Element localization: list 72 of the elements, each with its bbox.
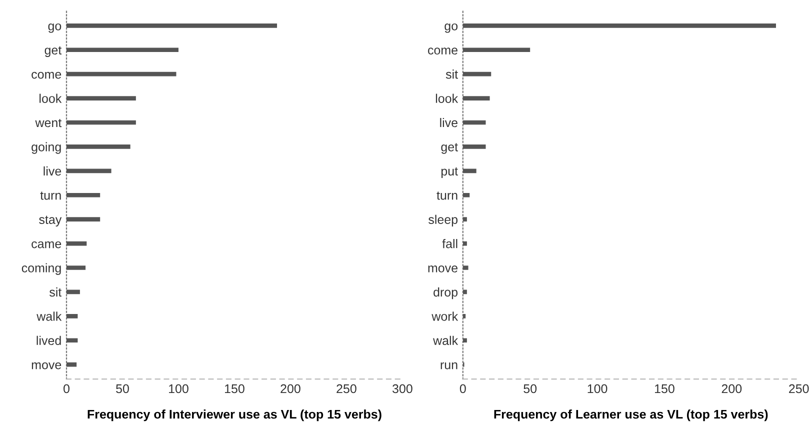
- y-tick-label: get: [441, 143, 458, 154]
- y-tick-label: go: [48, 23, 62, 33]
- x-tick-label: 300: [392, 384, 412, 394]
- x-tick-label: 250: [789, 384, 809, 394]
- y-tick-label: going: [32, 142, 61, 154]
- x-tick-label: 100: [169, 384, 188, 394]
- y-tick-label: lived: [36, 336, 61, 346]
- bar: [462, 23, 776, 28]
- y-tick-label: stay: [39, 216, 62, 226]
- bar: [66, 338, 78, 343]
- bar: [462, 96, 490, 100]
- x-tick-label: 150: [654, 384, 674, 394]
- y-tick-label: turn: [436, 192, 458, 200]
- bar: [462, 192, 470, 198]
- y-tick-label: put: [441, 167, 458, 178]
- bar: [66, 314, 78, 318]
- bar: [66, 217, 100, 222]
- y-tick-label: look: [436, 94, 458, 103]
- x-tick-label: 200: [280, 384, 300, 394]
- y-tick-label: go: [444, 23, 458, 33]
- bar: [66, 48, 178, 52]
- y-tick-label: went: [35, 118, 62, 128]
- x-tick-label: 150: [224, 384, 244, 394]
- bar: [66, 192, 100, 198]
- bar: [462, 338, 467, 343]
- bar: [66, 120, 136, 125]
- bar: [462, 120, 486, 125]
- bar: [66, 362, 77, 367]
- x-tick-label: 50: [524, 384, 537, 394]
- y-tick-label: move: [428, 266, 458, 272]
- bar: [462, 48, 530, 52]
- x-axis-title: Frequency of Interviewer use as VL (top 15 verbs): [88, 410, 382, 422]
- x-tick-label: 0: [460, 384, 466, 394]
- y-tick-label: live: [440, 118, 458, 128]
- bar: [462, 72, 492, 76]
- y-tick-label: look: [40, 94, 62, 103]
- bar: [66, 144, 130, 149]
- bar: [66, 168, 112, 174]
- x-tick-label: 50: [116, 384, 129, 394]
- y-tick-label: drop: [434, 287, 458, 300]
- x-axis-title: Frequency of Learner use as VL (top 15 verbs): [494, 410, 768, 422]
- bar: [66, 23, 278, 28]
- bar: [66, 72, 176, 76]
- x-tick-label: 200: [722, 384, 742, 394]
- y-tick-label: sit: [49, 287, 62, 297]
- y-tick-label: fall: [442, 239, 458, 248]
- x-tick-label: 100: [588, 384, 608, 394]
- bar: [66, 96, 136, 100]
- y-tick-label: run: [440, 362, 458, 370]
- bar: [66, 266, 86, 270]
- y-tick-label: walk: [433, 336, 458, 346]
- y-tick-label: sleep: [428, 214, 458, 226]
- y-tick-label: work: [432, 312, 458, 321]
- x-tick-label: 250: [336, 384, 356, 394]
- y-tick-label: came: [32, 241, 62, 248]
- bar: [462, 144, 486, 149]
- y-tick-label: come: [428, 48, 458, 55]
- y-tick-label: come: [32, 72, 62, 79]
- y-tick-label: get: [44, 46, 62, 58]
- bar: [462, 168, 476, 174]
- y-tick-label: coming: [22, 263, 61, 275]
- y-tick-label: turn: [40, 192, 61, 200]
- y-tick-label: walk: [36, 312, 62, 321]
- bar: [462, 290, 467, 294]
- y-tick-label: live: [44, 166, 62, 176]
- y-tick-label: move: [32, 362, 62, 370]
- bar: [462, 266, 468, 270]
- y-tick-label: sit: [446, 70, 458, 79]
- x-tick-label: 0: [64, 384, 70, 394]
- bar: [462, 314, 466, 318]
- bar: [462, 241, 467, 246]
- bar: [462, 217, 467, 222]
